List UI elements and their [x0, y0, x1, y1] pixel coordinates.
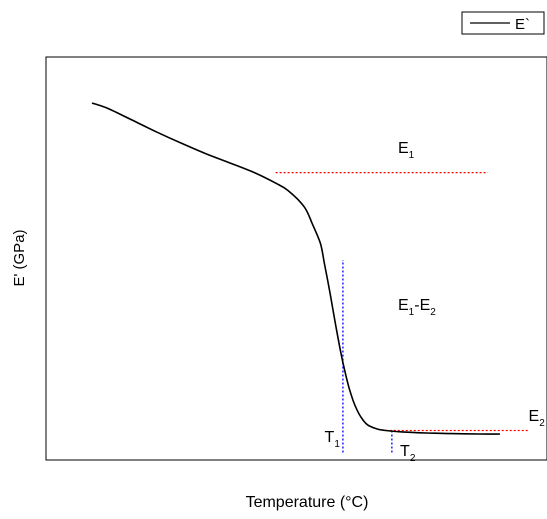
annotations: E1 E1-E2 E2 T1 T2 — [325, 140, 546, 464]
reference-lines — [275, 171, 529, 453]
annotation-e1e2: E1-E2 — [398, 297, 436, 318]
series-layer — [91, 102, 501, 435]
annotation-e2: E2 — [529, 408, 546, 429]
plot-frame — [45, 56, 547, 461]
legend: E` — [461, 11, 545, 35]
annotation-t1: T1 — [325, 429, 341, 450]
x-axis-label: Temperature (°C) — [246, 494, 369, 511]
annotation-e1: E1 — [398, 140, 415, 161]
annotation-t2: T2 — [400, 443, 416, 464]
series-line-1 — [91, 102, 501, 435]
y-axis-label: E' (GPa) — [11, 229, 28, 286]
legend-label: E` — [515, 16, 530, 33]
